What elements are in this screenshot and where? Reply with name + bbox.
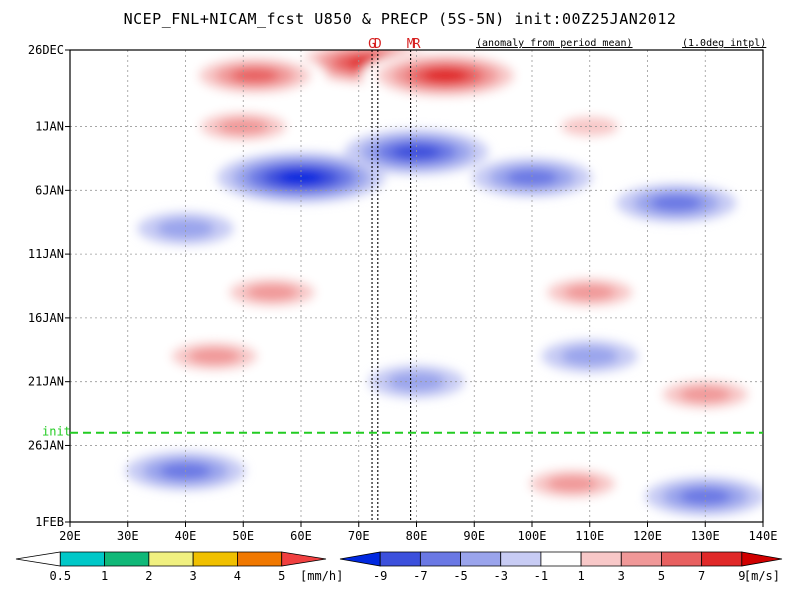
- y-tick-label: 1JAN: [35, 120, 64, 134]
- u850-colorbar-label: 7: [698, 569, 705, 583]
- anomaly-blob: [506, 169, 558, 186]
- precip-colorbar-unit: [mm/h]: [300, 569, 343, 583]
- u850-colorbar-swatch: [460, 551, 502, 567]
- anomaly-note: (anomaly from period mean): [476, 38, 633, 49]
- u850-colorbar-swatch: [339, 551, 381, 567]
- anomaly-blob: [564, 284, 616, 301]
- x-tick-label: 40E: [175, 529, 197, 543]
- u850-colorbar-label: -3: [494, 569, 508, 583]
- x-tick-label: 30E: [117, 529, 139, 543]
- u850-anomaly-field: [125, 50, 763, 516]
- precip-colorbar-swatch: [104, 551, 150, 567]
- anomaly-blob: [278, 170, 324, 185]
- anomaly-blob: [188, 347, 241, 365]
- y-tick-label: 1FEB: [35, 515, 64, 529]
- precip-colorbar-swatch: [15, 551, 61, 567]
- precip-colorbar-swatch: [59, 551, 105, 567]
- anomaly-blob: [679, 386, 731, 403]
- u850-colorbar-label: -7: [413, 569, 427, 583]
- precip-colorbar-label: 1: [101, 569, 108, 583]
- precip-colorbar-swatch: [192, 551, 238, 567]
- plot-frame: [69, 49, 764, 523]
- marker-label: M: [407, 37, 415, 52]
- marker-label: G: [368, 37, 376, 52]
- u850-colorbar-swatch: [500, 551, 542, 567]
- u850-colorbar-label: 3: [618, 569, 625, 583]
- colorbars: 0.5 1 2 3 4 5 [mm/h] -9 -7 -5 -3 -1 1 3 5 7 9[m/s]: [15, 551, 783, 583]
- anomaly-blob: [156, 218, 215, 239]
- chart-title: NCEP_FNL+NICAM_fcst U850 & PRECP (5S-5N)…: [123, 10, 677, 28]
- u850-colorbar-label: -9: [373, 569, 387, 583]
- u850-colorbar-label: -1: [534, 569, 548, 583]
- anomaly-blob: [392, 144, 441, 160]
- y-tick-label: 21JAN: [28, 375, 64, 389]
- precip-colorbar-swatch: [281, 551, 327, 567]
- x-tick-label: 140E: [749, 529, 778, 543]
- anomaly-blob: [422, 68, 469, 83]
- y-tick-label: 11JAN: [28, 247, 64, 261]
- u850-colorbar-swatch: [741, 551, 783, 567]
- y-tick-label: 26DEC: [28, 43, 64, 57]
- y-tick-label: 6JAN: [35, 183, 64, 197]
- marker-label: D: [374, 37, 382, 52]
- x-tick-label: 130E: [691, 529, 720, 543]
- precip-colorbar-label: 2: [145, 569, 152, 583]
- grid: [70, 50, 763, 522]
- anomaly-blob: [650, 194, 703, 212]
- x-tick-label: 110E: [575, 529, 604, 543]
- x-tick-label: 90E: [463, 529, 485, 543]
- u850-colorbar-swatch: [580, 551, 622, 567]
- u850-colorbar-label: 5: [658, 569, 665, 583]
- y-tick-label: 16JAN: [28, 311, 64, 325]
- init-label: init: [42, 425, 71, 439]
- u850-colorbar-label: 9: [738, 569, 745, 583]
- y-tick-label: 26JAN: [28, 438, 64, 452]
- x-tick-label: 120E: [633, 529, 662, 543]
- axes: 20E 30E 40E 50E 60E 70E 80E 90E 100E 110E 120E 130E…: [28, 43, 778, 543]
- anomaly-blob: [546, 475, 599, 493]
- u850-colorbar-swatch: [661, 551, 703, 567]
- x-tick-label: 20E: [59, 529, 81, 543]
- precip-colorbar-swatch: [148, 551, 194, 567]
- x-tick-label: 100E: [518, 529, 547, 543]
- precip-colorbar-label: 3: [190, 569, 197, 583]
- u850-colorbar-unit: [m/s]: [744, 569, 780, 583]
- u850-colorbar-swatch: [379, 551, 421, 567]
- precip-colorbar-label: 5: [278, 569, 285, 583]
- x-tick-label: 60E: [290, 529, 312, 543]
- precip-colorbar-label: 0.5: [49, 569, 71, 583]
- precip-colorbar-swatch: [237, 551, 283, 567]
- anomaly-blob: [246, 284, 298, 301]
- marker-label: R: [413, 37, 421, 52]
- x-tick-label: 50E: [232, 529, 254, 543]
- u850-colorbar-swatch: [419, 551, 461, 567]
- u850-colorbar-swatch: [620, 551, 662, 567]
- x-tick-label: 80E: [406, 529, 428, 543]
- station-markers: GD MR: [368, 37, 421, 522]
- u850-colorbar-label: 1: [577, 569, 584, 583]
- u850-colorbar-label: -5: [453, 569, 467, 583]
- precip-colorbar-label: 4: [234, 569, 241, 583]
- u850-colorbar-swatch: [701, 551, 743, 567]
- u850-colorbar-swatch: [540, 551, 582, 567]
- x-tick-label: 70E: [348, 529, 370, 543]
- interp-note: (1.0deg intpl): [682, 38, 767, 49]
- anomaly-blob: [230, 68, 279, 84]
